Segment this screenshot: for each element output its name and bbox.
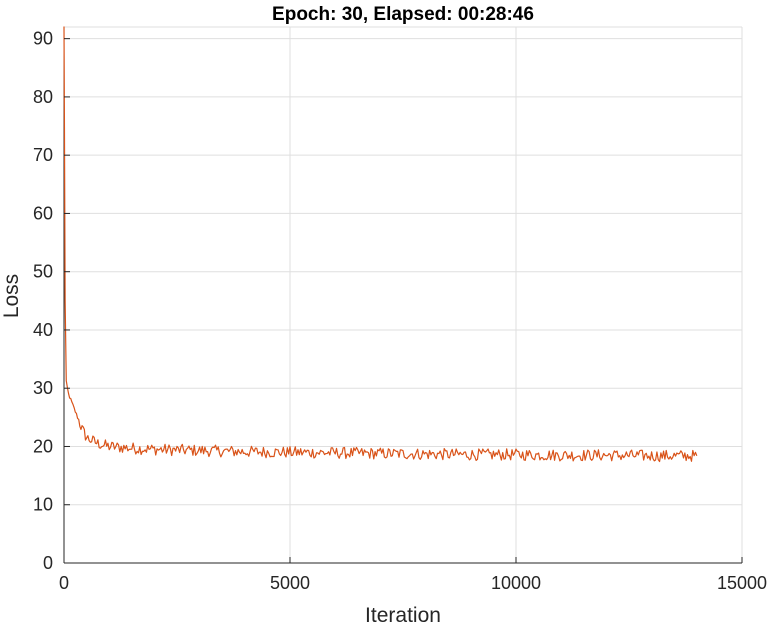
y-tick-label: 80 xyxy=(33,87,53,107)
y-tick-label: 10 xyxy=(33,495,53,515)
y-tick-label: 60 xyxy=(33,203,53,223)
y-tick-label: 0 xyxy=(43,553,53,573)
x-axis-label: Iteration xyxy=(365,604,441,626)
y-tick-label: 30 xyxy=(33,378,53,398)
x-tick-label: 15000 xyxy=(717,573,767,593)
x-axis-ticks: 0 5000 10000 15000 xyxy=(59,557,767,593)
x-tick-label: 10000 xyxy=(491,573,541,593)
x-tick-label: 0 xyxy=(59,573,69,593)
y-tick-label: 40 xyxy=(33,320,53,340)
chart-title: Epoch: 30, Elapsed: 00:28:46 xyxy=(272,4,534,25)
grid xyxy=(63,27,743,564)
y-tick-label: 50 xyxy=(33,262,53,282)
y-axis-label: Loss xyxy=(0,274,23,318)
series-group xyxy=(63,26,698,463)
axes-frame xyxy=(63,26,743,564)
x-tick-label: 5000 xyxy=(270,573,310,593)
y-tick-label: 70 xyxy=(33,145,53,165)
y-axis-ticks: 0 10 20 30 40 50 60 70 80 90 xyxy=(33,29,70,573)
y-tick-label: 20 xyxy=(33,436,53,456)
y-tick-label: 90 xyxy=(33,29,53,49)
loss-series-line xyxy=(63,26,698,463)
